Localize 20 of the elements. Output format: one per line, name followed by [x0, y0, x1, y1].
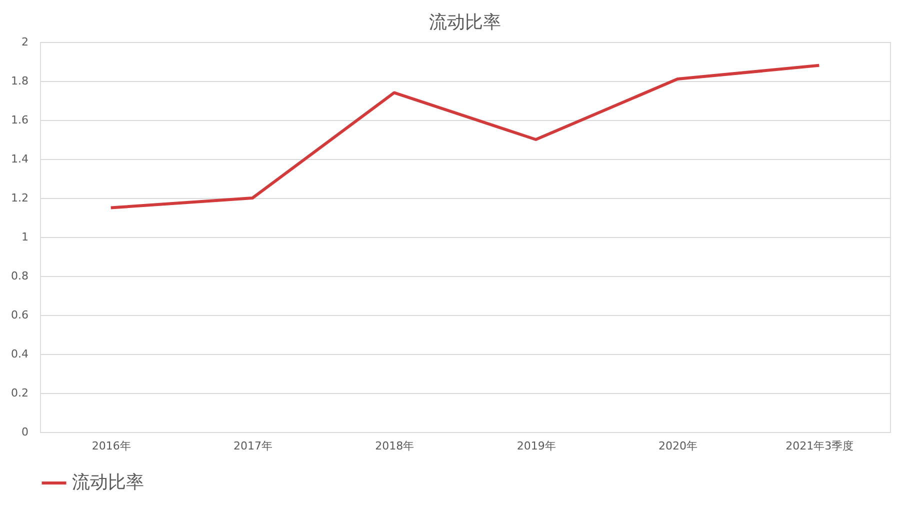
x-tick-label: 2019年: [516, 440, 556, 452]
y-tick-label: 1.8: [11, 74, 28, 88]
x-tick-label: 2016年: [92, 440, 131, 452]
x-tick-label: 2021年3季度: [786, 440, 854, 452]
x-tick-label: 2020年: [658, 440, 698, 452]
y-tick-label: 0: [22, 426, 28, 438]
y-tick-label: 0.2: [11, 386, 28, 400]
chart-title: 流动比率: [429, 12, 501, 33]
y-tick-label: 2: [22, 36, 28, 48]
y-tick-label: 0.4: [11, 348, 28, 360]
y-tick-label: 1: [22, 230, 28, 244]
legend-label: 流动比率: [72, 472, 144, 493]
y-tick-label: 1.6: [11, 114, 28, 126]
y-tick-label: 1.2: [11, 192, 28, 204]
x-tick-label: 2018年: [375, 440, 414, 452]
y-tick-label: 1.4: [11, 152, 28, 166]
line-series: [109, 64, 821, 210]
y-tick-label: 0.8: [11, 270, 28, 282]
x-tick-label: 2017年: [234, 440, 272, 452]
y-tick-label: 0.6: [11, 308, 28, 322]
